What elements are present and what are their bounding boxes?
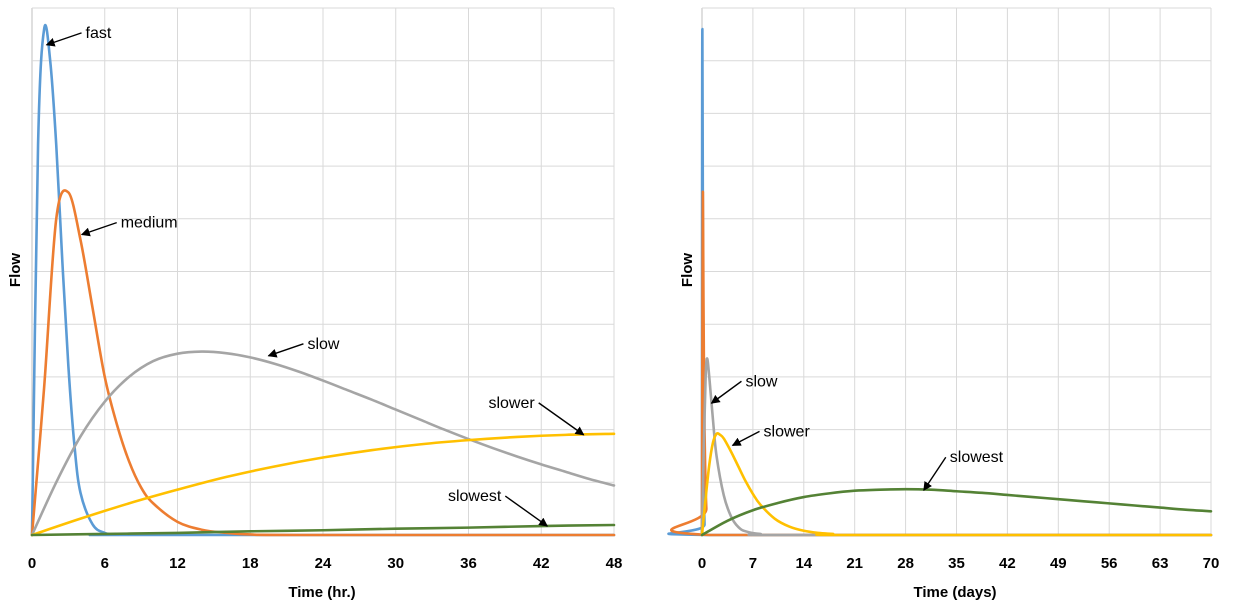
left-chart-annotation-arrow-slowest <box>504 495 549 527</box>
left-chart-x-tick-label: 12 <box>169 555 186 572</box>
right-chart-x-tick-label: 7 <box>749 555 757 572</box>
right-chart-series-slower <box>700 432 1213 537</box>
right-chart-series <box>667 27 1213 537</box>
right-chart-annotation-label-slower: slower <box>764 423 811 440</box>
left-chart-annotations: fast medium slow slower slowest <box>45 25 585 527</box>
left-chart-x-tick-label: 42 <box>533 555 550 572</box>
left-chart-annotation-label-slowest: slowest <box>448 488 502 505</box>
left-chart-annotation-arrow-fast <box>45 32 82 47</box>
right-chart-series-slow <box>700 357 1213 537</box>
left-chart-x-tick-label: 0 <box>28 555 36 572</box>
left-chart-annotation-label-fast: fast <box>86 25 112 42</box>
left-chart-x-ticks: 0 6 12 18 24 30 36 42 48 <box>28 555 623 572</box>
left-chart-x-axis-title: Time (hr.) <box>288 584 355 601</box>
right-chart-x-tick-label: 14 <box>795 555 812 572</box>
right-chart-annotations: slow slower slowest <box>710 373 1004 491</box>
right-chart-x-tick-label: 35 <box>948 555 965 572</box>
right-chart-x-tick-label: 63 <box>1152 555 1169 572</box>
right-chart-annotation-label-slow: slow <box>745 373 777 390</box>
right-chart-annotation-arrow-slowest <box>923 456 947 491</box>
right-chart-x-tick-label: 70 <box>1203 555 1220 572</box>
right-chart-x-tick-label: 56 <box>1101 555 1118 572</box>
left-chart-x-tick-label: 24 <box>315 555 332 572</box>
right-chart-series-medium <box>670 190 1213 537</box>
right-chart-annotation-arrow-slower <box>731 430 760 447</box>
right-chart-x-tick-label: 42 <box>999 555 1016 572</box>
right-chart-y-axis-title: Flow <box>679 253 696 287</box>
left-chart-series-slowest <box>30 523 616 537</box>
right-chart-x-tick-label: 28 <box>897 555 914 572</box>
right-chart-annotation-arrow-slow <box>710 380 742 404</box>
left-chart-annotation-label-slow: slow <box>307 336 339 353</box>
left-chart-series <box>30 24 616 537</box>
left-chart-y-axis-title: Flow <box>7 253 24 287</box>
right-chart-x-tick-label: 0 <box>698 555 706 572</box>
left-chart-x-tick-label: 36 <box>460 555 477 572</box>
left-chart-annotation-arrow-slower <box>538 402 585 436</box>
left-chart-annotation-label-slower: slower <box>488 395 535 412</box>
left-chart-x-tick-label: 48 <box>606 555 623 572</box>
left-chart-annotation-arrow-medium <box>80 221 117 237</box>
left-chart-annotation-arrow-slow <box>267 343 304 358</box>
right-chart-annotation-label-slowest: slowest <box>950 449 1004 466</box>
left-chart: fast medium slow slower slowest 0 6 12 18 24 30 36… <box>7 7 623 601</box>
left-chart-annotation-label-medium: medium <box>121 215 178 232</box>
left-chart-series-medium <box>30 189 616 537</box>
right-chart-series-fast <box>667 27 1213 537</box>
right-chart-x-tick-label: 49 <box>1050 555 1067 572</box>
right-chart-x-ticks: 0 7 14 21 28 35 42 49 56 63 70 <box>698 555 1220 572</box>
right-chart-series-slowest <box>700 487 1213 537</box>
right-chart: slow slower slowest 0 7 14 21 28 35 42 49 56 63 70 T… <box>667 7 1220 601</box>
left-chart-x-tick-label: 18 <box>242 555 259 572</box>
left-chart-series-slower <box>30 432 616 537</box>
left-chart-grid <box>31 7 615 536</box>
left-chart-x-tick-label: 30 <box>387 555 404 572</box>
right-chart-x-tick-label: 21 <box>846 555 863 572</box>
left-chart-series-slow <box>30 350 616 537</box>
right-chart-x-axis-title: Time (days) <box>913 584 996 601</box>
left-chart-x-tick-label: 6 <box>101 555 109 572</box>
